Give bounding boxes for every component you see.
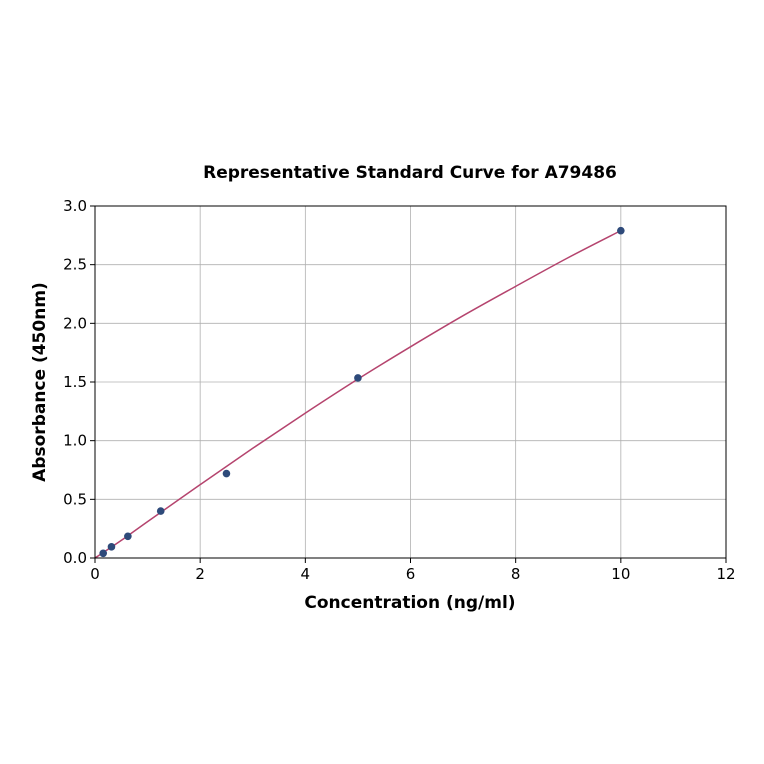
x-tick-label: 4 — [301, 565, 311, 583]
chart-title: Representative Standard Curve for A79486 — [203, 163, 617, 183]
x-tick-label: 6 — [406, 565, 416, 583]
y-tick-label: 1.0 — [63, 432, 87, 450]
data-point — [617, 226, 625, 235]
data-point — [99, 549, 108, 558]
grid-lines — [94, 205, 727, 559]
y-axis-ticks: 0.0 0.5 1.0 1.5 2.0 2.5 3.0 — [63, 197, 95, 567]
x-axis-ticks: 0 2 4 6 8 10 12 — [90, 558, 736, 583]
data-point — [107, 543, 116, 551]
data-point — [354, 374, 362, 382]
data-point — [156, 507, 165, 515]
fitted-curve-line — [94, 229, 622, 559]
x-tick-label: 8 — [511, 565, 521, 583]
x-tick-label: 12 — [716, 565, 735, 583]
fitted-curve-layer — [94, 229, 622, 559]
x-tick-label: 0 — [90, 565, 100, 583]
y-tick-label: 1.5 — [63, 373, 87, 391]
y-tick-label: 0.5 — [63, 490, 87, 508]
y-tick-label: 2.0 — [63, 314, 87, 332]
data-point — [222, 469, 231, 478]
x-axis-label: Concentration (ng/ml) — [304, 593, 515, 613]
data-point — [124, 532, 132, 541]
x-tick-label: 2 — [195, 565, 205, 583]
y-tick-label: 0.0 — [63, 549, 87, 567]
data-points-layer — [99, 226, 625, 558]
y-axis-label: Absorbance (450nm) — [30, 282, 50, 482]
y-tick-label: 3.0 — [63, 197, 87, 215]
y-tick-label: 2.5 — [63, 256, 87, 274]
x-tick-label: 10 — [611, 565, 630, 583]
